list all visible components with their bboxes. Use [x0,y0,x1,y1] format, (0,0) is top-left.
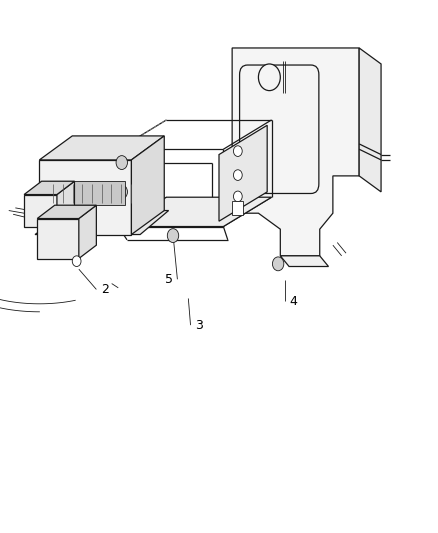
Text: 1: 1 [49,241,57,254]
Circle shape [72,256,81,266]
Circle shape [233,170,242,180]
Circle shape [258,64,280,91]
Polygon shape [131,136,164,235]
Polygon shape [232,48,359,256]
Polygon shape [359,48,381,192]
Circle shape [167,229,179,243]
FancyBboxPatch shape [240,65,319,193]
Circle shape [116,185,127,199]
Text: 4: 4 [290,295,297,308]
Circle shape [116,156,127,169]
Polygon shape [37,205,96,219]
Polygon shape [219,125,267,221]
Circle shape [233,191,242,201]
Polygon shape [79,205,96,259]
Polygon shape [35,211,169,235]
Bar [50,181,125,205]
Circle shape [272,257,284,271]
Circle shape [233,146,242,157]
Text: 5: 5 [165,273,173,286]
Polygon shape [57,181,74,227]
Polygon shape [39,160,131,235]
Polygon shape [37,219,79,259]
Bar [232,201,243,215]
Polygon shape [118,197,272,227]
Text: 3: 3 [195,319,203,332]
Polygon shape [280,256,328,266]
Text: 5: 5 [136,207,144,220]
Text: 2: 2 [101,283,109,296]
Polygon shape [39,136,164,160]
Polygon shape [24,181,74,195]
Polygon shape [24,195,57,227]
